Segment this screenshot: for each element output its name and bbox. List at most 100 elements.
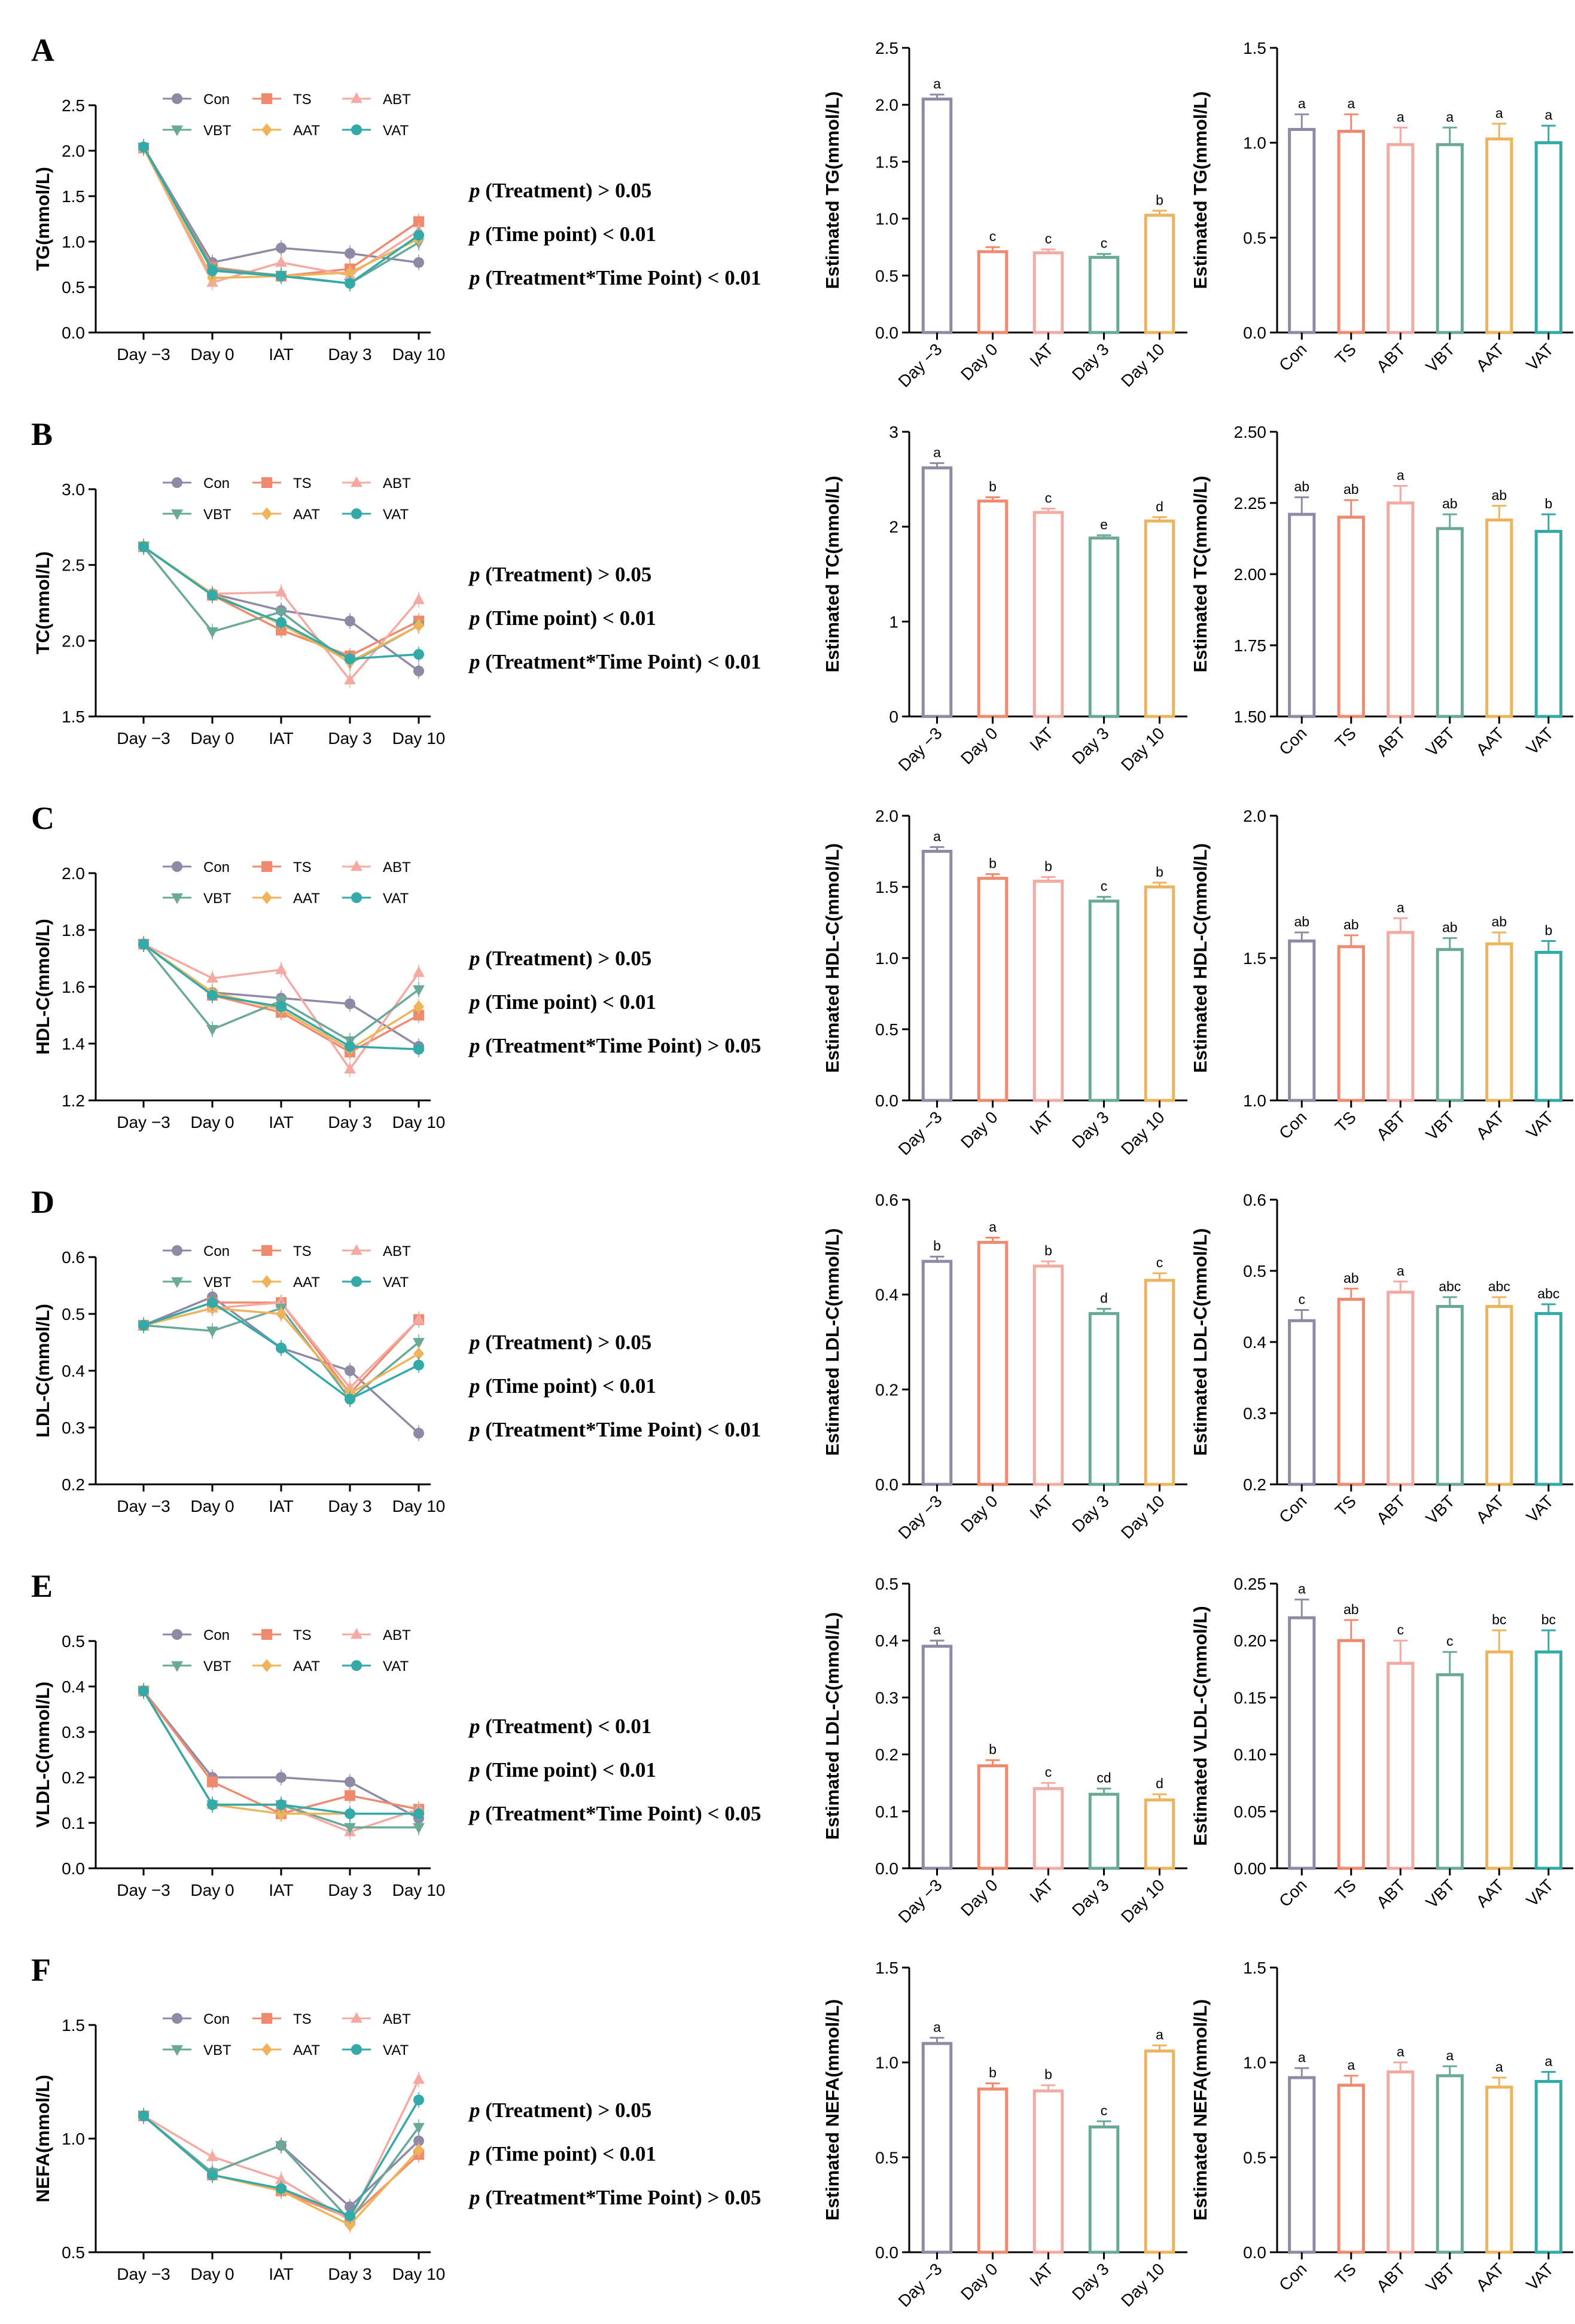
- significance-letter: ab: [1344, 1602, 1359, 1617]
- stats-block: p (Treatment) > 0.05p (Time point) < 0.0…: [468, 1331, 761, 1441]
- line-x-tick-label: Day −3: [117, 2265, 170, 2283]
- line-x-tick-label: Day 0: [190, 1497, 234, 1515]
- data-point: [207, 1776, 218, 1788]
- bar-group-chart-y-tick-label: 0.15: [1234, 1688, 1267, 1707]
- legend-label: ABT: [383, 2011, 411, 2027]
- legend-marker: [351, 508, 362, 519]
- legend-label: Con: [203, 475, 230, 492]
- line-y-tick-label: 0.3: [62, 1723, 85, 1742]
- bar-time-chart-y-tick-label: 0.5: [875, 1575, 898, 1593]
- line-x-tick-label: Day −3: [117, 345, 170, 364]
- legend-marker: [261, 2043, 272, 2056]
- data-point: [413, 216, 424, 227]
- bar-time-chart-x-tick-label: IAT: [1026, 1492, 1056, 1522]
- legend-marker: [351, 2044, 362, 2055]
- legend-marker: [172, 1245, 182, 1256]
- data-point: [345, 1790, 355, 1801]
- stat-p: p: [468, 650, 480, 673]
- legend-label: ABT: [383, 475, 411, 492]
- stat-line: p (Time point) < 0.01: [468, 222, 656, 246]
- bar: [977, 877, 1009, 1102]
- bar: [1032, 251, 1064, 334]
- significance-letter: a: [1397, 1263, 1405, 1279]
- data-point: [345, 2218, 355, 2232]
- line-x-tick-label: Day 10: [392, 2265, 446, 2283]
- legend-label: VAT: [383, 123, 409, 139]
- bar: [1032, 2089, 1064, 2254]
- significance-letter: abc: [1488, 1279, 1510, 1294]
- legend-label: TS: [293, 1243, 312, 1259]
- bar: [977, 1240, 1009, 1486]
- legend-entry: VBT: [163, 2042, 231, 2058]
- bar-time-chart-x-tick-label: Day 10: [1117, 340, 1168, 391]
- data-point: [276, 270, 287, 282]
- bar-time-chart-x-tick-label: Day 10: [1117, 1875, 1168, 1926]
- stat-line: p (Treatment*Time Point) > 0.05: [468, 1034, 761, 1057]
- line-x-tick-label: Day −3: [117, 1497, 170, 1515]
- line-chart: 1.5 2.0 2.5 3.0 Day −3 Day 0 IAT Day 3 Day 10 TC(…: [32, 475, 445, 748]
- stats-block: p (Treatment) < 0.01p (Time point) < 0.0…: [468, 1715, 761, 1825]
- legend-label: ABT: [383, 1627, 411, 1643]
- legend-marker: [351, 124, 362, 135]
- bar-time-chart-y-tick-label: 0.3: [875, 1688, 898, 1707]
- significance-letter: ab: [1442, 496, 1458, 511]
- bar-group-chart-x-tick-label: VAT: [1522, 2259, 1556, 2293]
- bar-time-chart-y-tick-label: 0.5: [875, 267, 898, 285]
- line-y-tick-label: 0.1: [62, 1814, 85, 1832]
- significance-letter: a: [933, 2019, 941, 2035]
- legend-label: VAT: [383, 890, 409, 907]
- stat-text: (Treatment*Time Point) > 0.05: [480, 2186, 761, 2209]
- significance-letter: abc: [1439, 1279, 1461, 1294]
- stat-line: p (Treatment*Time Point) < 0.01: [468, 266, 761, 289]
- stat-text: (Treatment) > 0.05: [480, 563, 652, 586]
- series-line: [142, 2115, 420, 2220]
- significance-letter: c: [1156, 1255, 1163, 1270]
- bar-time-chart-y-label: Estimated NEFA(mmol/L): [822, 1999, 843, 2221]
- bar-time-chart-y-tick-label: 0.0: [875, 1859, 898, 1878]
- line-x-tick-label: Day 3: [328, 729, 371, 748]
- stat-text: (Treatment) > 0.05: [480, 2099, 652, 2122]
- line-x-tick-label: IAT: [269, 1497, 293, 1515]
- legend-label: Con: [203, 92, 230, 108]
- legend-marker: [172, 477, 182, 488]
- data-point: [413, 1808, 424, 1819]
- data-point: [276, 242, 287, 254]
- data-point: [413, 1313, 425, 1324]
- bar-time-chart-x-tick-label: Day 3: [1068, 340, 1113, 384]
- data-point: [413, 2094, 424, 2106]
- panel-letter: C: [31, 800, 54, 836]
- bar-group-chart-x-tick-label: VAT: [1522, 340, 1556, 374]
- data-point: [413, 257, 424, 268]
- legend-marker: [171, 1661, 183, 1672]
- legend-label: AAT: [293, 1658, 320, 1675]
- data-point: [345, 277, 355, 289]
- data-point: [413, 1823, 425, 1834]
- bar-time-chart-x-tick-label: Day −3: [895, 1875, 946, 1926]
- bar-group-chart-y-tick-label: 1.0: [1243, 2054, 1266, 2072]
- data-point: [207, 990, 218, 1001]
- bar: [1032, 879, 1064, 1102]
- bar-time-chart-x-tick-label: IAT: [1026, 724, 1056, 754]
- data-point: [345, 1041, 355, 1052]
- line-y-tick-label: 2.0: [62, 142, 85, 160]
- legend-entry: TS: [252, 475, 312, 492]
- series-ts: [138, 2108, 424, 2227]
- legend-entry: ABT: [342, 1243, 411, 1259]
- bar-time-chart-x-tick-label: Day −3: [895, 2259, 946, 2310]
- bar-group-chart-x-tick-label: TS: [1332, 1108, 1360, 1136]
- bar: [1485, 2085, 1513, 2254]
- data-point: [138, 1320, 149, 1331]
- bar-group-chart-y-tick-label: 0.05: [1234, 1803, 1267, 1821]
- data-point: [413, 593, 425, 605]
- legend-entry: TS: [252, 1627, 312, 1643]
- line-y-tick-label: 2.5: [62, 96, 85, 115]
- legend-marker: [261, 123, 272, 136]
- stat-p: p: [468, 1418, 480, 1441]
- bar-time-chart-y-tick-label: 0.0: [875, 1475, 898, 1494]
- panel-letter: B: [31, 416, 53, 452]
- legend-marker: [351, 1660, 362, 1671]
- stat-text: (Time point) < 0.01: [480, 1758, 656, 1782]
